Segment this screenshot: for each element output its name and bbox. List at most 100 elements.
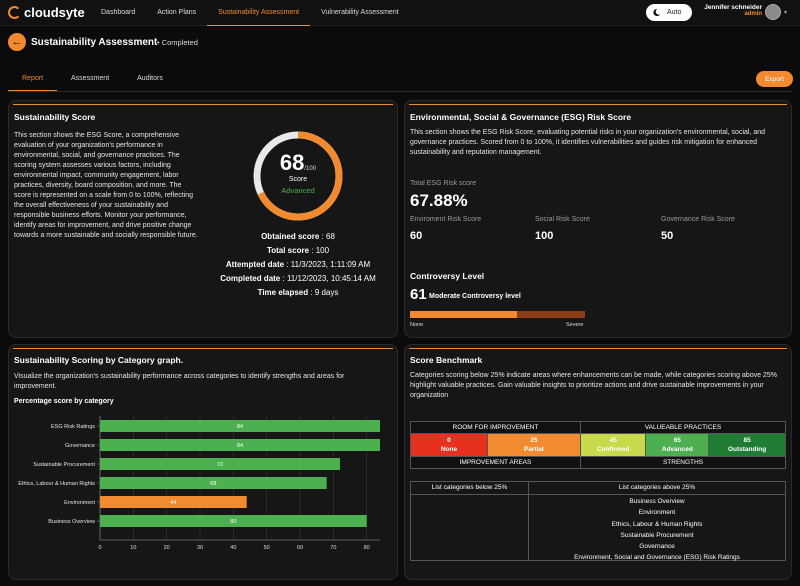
x-tick-label: 70 (330, 545, 336, 551)
level-score: 85 (743, 437, 751, 444)
total-score-row: Total score : 100 (266, 246, 330, 255)
x-tick-label: 80 (364, 545, 370, 551)
list-item: Sustainable Procurement (620, 531, 694, 539)
detail-value: 11/12/2023, 10:45:14 AM (286, 274, 376, 283)
moon-icon (653, 8, 661, 17)
level-name: Outstanding (727, 446, 767, 453)
controversy-text: Moderate Controversy level (429, 293, 521, 300)
attempted-date-row: Attempted date : 11/3/2023, 1:11:09 AM (225, 260, 371, 269)
x-tick-label: 10 (130, 545, 136, 551)
improvement-areas-label: IMPROVEMENT AREAS (410, 456, 581, 469)
detail-value: 68 (326, 232, 335, 241)
list-item: Environment (638, 509, 676, 517)
main-nav: Dashboard Action Plans Sustainability As… (90, 0, 410, 26)
environment-risk-value: 60 (410, 230, 423, 242)
category-label: Governance (65, 443, 95, 449)
page-title: Sustainability Assessment (31, 37, 158, 48)
below-25-header: List categories below 25% (431, 484, 508, 491)
tabs-divider (8, 91, 792, 92)
nav-sustainability-assessment[interactable]: Sustainability Assessment (207, 0, 311, 26)
level-name: Confirmed (596, 446, 630, 453)
nav-action-plans[interactable]: Action Plans (157, 9, 197, 16)
esg-risk-title: Environmental, Social & Governance (ESG)… (410, 112, 632, 122)
nav-dashboard[interactable]: Dashboard (101, 9, 136, 16)
level-score: 25 (530, 437, 538, 444)
nav-vulnerability-assessment[interactable]: Vulnerability Assessment (321, 9, 399, 16)
category-lists: List categories below 25% List categorie… (410, 481, 786, 561)
detail-label: Attempted date (225, 260, 285, 269)
category-label: Business Overview (48, 519, 95, 525)
detail-label: Completed date (220, 274, 281, 283)
top-navbar: cloudsyte Dashboard Action Plans Sustain… (0, 0, 800, 26)
theme-toggle[interactable]: Auto (646, 4, 692, 21)
list-item: Governance (639, 543, 675, 551)
x-tick-label: 20 (164, 545, 170, 551)
category-bar-chart: 0 10 20 30 40 50 60 70 80 84 ESG Risk Ratings 84 Gov… (18, 416, 380, 551)
chevron-down-icon[interactable]: ▾ (784, 10, 788, 16)
bar-value-label: 80 (230, 519, 236, 525)
controversy-max-label: Severe (566, 322, 584, 328)
user-info[interactable]: Jennifer schneider admin (698, 4, 762, 17)
controversy-min-label: None (410, 322, 424, 328)
tab-report[interactable]: Report (8, 69, 58, 91)
level-score: 0 (447, 437, 451, 444)
x-tick-label: 50 (264, 545, 270, 551)
arrow-left-icon: ← (11, 36, 23, 48)
level-none: 0 None (410, 433, 488, 457)
card-accent-line (13, 104, 393, 105)
list-header-divider (411, 494, 785, 495)
bar (100, 439, 380, 451)
bar (100, 477, 327, 489)
detail-label: Time elapsed (257, 288, 309, 297)
social-risk-label: Social Risk Score (535, 216, 590, 223)
list-item: Environment, Social and Governance (ESG)… (574, 554, 740, 562)
above-25-header: List categories above 25% (618, 484, 696, 491)
category-label: Ethics, Labour & Human Rights (18, 481, 95, 487)
detail-label: Total score (266, 246, 310, 255)
level-name: None (440, 446, 458, 453)
detail-label: Obtained score (261, 232, 320, 241)
level-name: Partial (523, 446, 544, 453)
governance-risk-value: 50 (661, 230, 674, 242)
tab-auditors[interactable]: Auditors (137, 75, 163, 82)
environment-risk-label: Enviroment Risk Score (410, 216, 482, 223)
avatar[interactable] (765, 4, 781, 20)
sustainability-score-description: This section shows the ESG Score, a comp… (14, 132, 198, 239)
benchmark-table: ROOM FOR IMPROVEMENT VALUEABLE PRACTICES… (410, 421, 787, 469)
export-button[interactable]: Export (756, 71, 793, 87)
detail-value: 11/3/2023, 1:11:09 AM (290, 260, 371, 269)
total-esg-value: 67.88% (410, 191, 468, 210)
sustainability-score-card (8, 100, 398, 338)
tab-assessment[interactable]: Assessment (71, 75, 110, 82)
strengths-label: STRENGTHS (579, 456, 787, 469)
time-elapsed-row: Time elapsed : 9 days (257, 288, 339, 297)
bar-value-label: 84 (237, 443, 243, 449)
level-confirmed: 45 Confirmed (579, 433, 647, 457)
controversy-bar (410, 311, 585, 318)
bar (100, 496, 247, 508)
report-tabs: Report Assessment Auditors (8, 69, 177, 91)
gauge-value: 68/100 (252, 150, 344, 176)
x-tick-label: 60 (297, 545, 303, 551)
bar (100, 515, 367, 527)
card-accent-line (409, 104, 787, 105)
list-item: Business Overview (629, 498, 685, 505)
bar (100, 420, 380, 432)
score-gauge (253, 131, 343, 221)
chart-title: Percentage score by category (14, 398, 114, 405)
cloudsyte-logo-icon (8, 6, 21, 19)
back-button[interactable]: ← (8, 33, 26, 51)
level-advanced: 65 Advanced (645, 433, 710, 457)
controversy-value: 61 (410, 286, 427, 303)
category-label: ESG Risk Ratings (51, 424, 95, 430)
detail-value: 9 days (314, 288, 339, 297)
level-score: 65 (673, 437, 681, 444)
governance-risk-label: Governance Risk Score (661, 216, 735, 223)
brand-logo[interactable]: cloudsyte (8, 5, 85, 20)
bar-value-label: 84 (237, 424, 243, 430)
x-tick-label: 30 (197, 545, 203, 551)
x-tick-label: 0 (98, 545, 101, 551)
x-tick-label: 40 (230, 545, 236, 551)
bar-value-label: 44 (170, 500, 176, 506)
card-accent-line (13, 348, 393, 349)
